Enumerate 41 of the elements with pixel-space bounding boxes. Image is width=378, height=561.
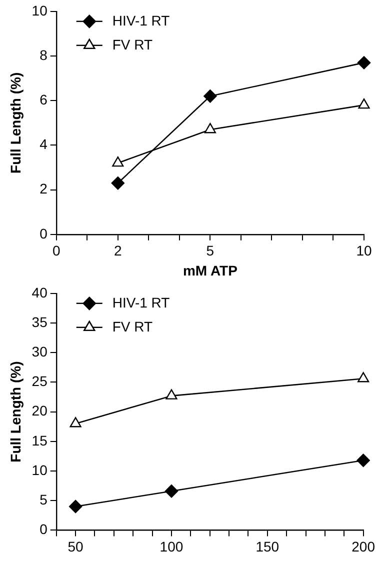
x-tick-label: 100 — [160, 538, 184, 554]
y-tick-label: 0 — [40, 225, 48, 242]
point — [358, 372, 370, 382]
x-tick-label: 50 — [68, 538, 84, 554]
y-tick-label: 6 — [40, 91, 48, 108]
y-tick-label: 2 — [40, 180, 48, 197]
y-tick-label: 0 — [40, 521, 48, 538]
y-tick-label: 20 — [32, 402, 48, 419]
y-axis-title: Full Length (%) — [7, 72, 24, 174]
y-axis-title: Full Length (%) — [7, 361, 24, 462]
y-tick-label: 5 — [40, 491, 48, 508]
y-tick-label: 10 — [32, 462, 48, 478]
y-tick-label: 8 — [40, 46, 48, 63]
y-tick-label: 10 — [32, 2, 48, 18]
y-tick-label: 40 — [32, 284, 48, 300]
x-tick-label: 10 — [356, 242, 372, 259]
y-tick-label: 25 — [32, 373, 48, 390]
point — [164, 484, 178, 498]
point — [166, 389, 178, 400]
point — [204, 122, 216, 134]
legend-label: FV RT — [112, 36, 154, 52]
point — [358, 98, 370, 109]
x-tick-label: 200 — [352, 538, 376, 554]
point — [357, 56, 371, 70]
point — [70, 417, 82, 428]
point — [112, 156, 124, 167]
x-axis-title: mM ATP — [182, 262, 238, 278]
x-tick-label: 5 — [206, 242, 214, 259]
legend-label: HIV-1 RT — [112, 294, 170, 310]
point — [204, 90, 217, 103]
legend-label: HIV-1 RT — [112, 12, 170, 28]
y-tick-label: 15 — [32, 432, 48, 448]
y-tick-label: 30 — [32, 343, 48, 360]
x-tick-label: 0 — [52, 242, 60, 259]
x-tick-label: 2 — [114, 242, 122, 259]
point — [356, 454, 370, 467]
point — [68, 500, 82, 514]
x-tick-label: 150 — [256, 538, 280, 554]
y-tick-label: 35 — [32, 314, 48, 330]
y-tick-label: 4 — [40, 136, 48, 152]
legend-label: FV RT — [112, 318, 154, 334]
